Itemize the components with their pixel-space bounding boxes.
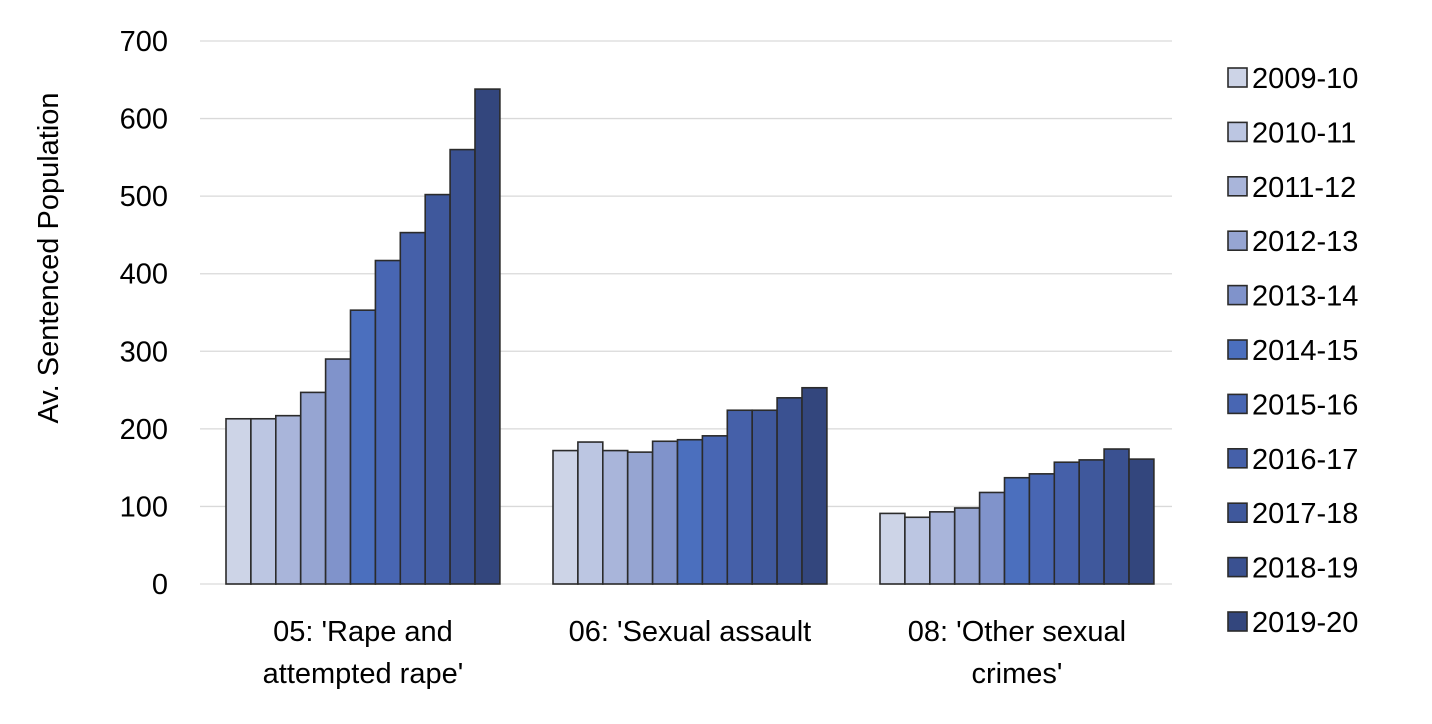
bar-2012-13-cat1: [299, 391, 327, 585]
y-tick-label: 100: [120, 491, 168, 523]
bar-2011-12-cat3: [928, 511, 956, 585]
bar-2015-16-cat1: [374, 259, 402, 585]
category-label-line: crimes': [971, 658, 1062, 690]
y-tick-label: 500: [120, 181, 168, 213]
bar-2018-19-cat3: [1103, 448, 1130, 585]
bar-2018-19-cat1: [449, 148, 476, 585]
bar-2016-17-cat3: [1053, 461, 1081, 585]
category-label-line: 06: 'Sexual assault: [569, 616, 812, 648]
category-label-line: attempted rape': [263, 658, 464, 690]
legend-label-2011-12: 2011-12: [1252, 172, 1356, 204]
bar-2019-20-cat2: [801, 386, 828, 585]
y-tick-label: 600: [120, 104, 168, 136]
category-label-line: 08: 'Other sexual: [908, 616, 1126, 648]
bar-2012-13-cat2: [626, 451, 654, 585]
legend-swatch-2009-10: [1227, 67, 1248, 88]
bar-2014-15-cat3: [1003, 476, 1031, 585]
legend-swatch-2016-17: [1227, 447, 1248, 469]
legend-label-2019-20: 2019-20: [1252, 607, 1358, 639]
bar-2014-15-cat1: [349, 309, 377, 585]
legend-label-2013-14: 2013-14: [1252, 281, 1358, 313]
legend-swatch-2014-15: [1227, 339, 1248, 360]
bar-2019-20-cat3: [1128, 458, 1155, 585]
legend-swatch-2017-18: [1227, 502, 1248, 524]
bar-2013-14-cat2: [651, 440, 679, 585]
bar-2009-10-cat3: [879, 512, 906, 585]
bar-2009-10-cat1: [225, 417, 252, 585]
bar-2012-13-cat3: [953, 507, 981, 585]
bar-2017-18-cat2: [751, 409, 778, 585]
y-tick-label: 700: [120, 26, 168, 58]
y-tick-label: 0: [152, 569, 168, 601]
bar-2016-17-cat2: [726, 409, 753, 585]
bar-2016-17-cat1: [399, 231, 426, 585]
legend-swatch-2012-13: [1227, 230, 1248, 251]
y-axis-ticks: 0 100 200 300 400 500 600 700: [120, 26, 168, 601]
bar-2017-18-cat1: [424, 193, 451, 585]
legend-label-2016-17: 2016-17: [1252, 444, 1358, 476]
legend-swatch-2015-16: [1227, 393, 1248, 415]
bar-2017-18-cat3: [1078, 459, 1105, 585]
bar-2010-11-cat2: [577, 441, 604, 585]
bar-2010-11-cat1: [250, 417, 277, 585]
legend-label-2018-19: 2018-19: [1252, 553, 1358, 585]
legend-swatch-2019-20: [1227, 611, 1248, 632]
bar-2019-20-cat1: [474, 88, 501, 585]
bar-2009-10-cat2: [552, 449, 579, 585]
bar-2015-16-cat3: [1028, 473, 1056, 585]
y-tick-label: 300: [120, 336, 168, 368]
legend-swatch-2010-11: [1227, 121, 1248, 143]
legend-label-2014-15: 2014-15: [1252, 335, 1358, 367]
y-tick-label: 400: [120, 259, 168, 291]
legend-label-2010-11: 2010-11: [1252, 117, 1356, 149]
legend-label-2015-16: 2015-16: [1252, 389, 1358, 421]
bars: [225, 88, 1155, 585]
bar-2011-12-cat1: [274, 414, 302, 585]
bar-2011-12-cat2: [601, 449, 629, 585]
legend-swatch-2018-19: [1227, 556, 1248, 578]
bar-2013-14-cat3: [978, 491, 1006, 585]
legend-label-2017-18: 2017-18: [1252, 498, 1358, 530]
y-tick-label: 200: [120, 414, 168, 446]
y-axis-label: Av. Sentenced Population: [33, 92, 65, 423]
bar-2014-15-cat2: [676, 438, 704, 585]
category-label-line: 05: 'Rape and: [273, 616, 453, 648]
legend-swatch-2013-14: [1227, 284, 1248, 306]
legend-label-2009-10: 2009-10: [1252, 63, 1358, 95]
bar-2018-19-cat2: [776, 397, 803, 585]
x-axis-category-labels: 05: 'Rape and attempted rape' 06: 'Sexual …: [263, 616, 1126, 690]
legend: 2009-10 2010-11 2011-12 2012-13 2013-14 2014-…: [1227, 63, 1358, 639]
bar-2010-11-cat3: [904, 516, 931, 585]
legend-label-2012-13: 2012-13: [1252, 226, 1358, 258]
legend-swatch-2011-12: [1227, 176, 1248, 197]
bar-2015-16-cat2: [701, 435, 729, 585]
bar-2013-14-cat1: [324, 358, 352, 585]
